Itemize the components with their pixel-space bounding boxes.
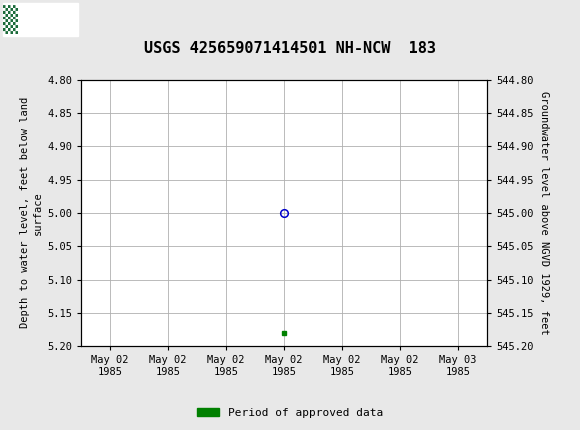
Text: USGS: USGS [26, 10, 70, 28]
FancyBboxPatch shape [3, 3, 78, 36]
Text: ▒: ▒ [3, 5, 18, 34]
Legend: Period of approved data: Period of approved data [193, 403, 387, 422]
Y-axis label: Depth to water level, feet below land
surface: Depth to water level, feet below land su… [20, 97, 43, 329]
Y-axis label: Groundwater level above NGVD 1929, feet: Groundwater level above NGVD 1929, feet [539, 91, 549, 335]
Text: USGS 425659071414501 NH-NCW  183: USGS 425659071414501 NH-NCW 183 [144, 41, 436, 56]
